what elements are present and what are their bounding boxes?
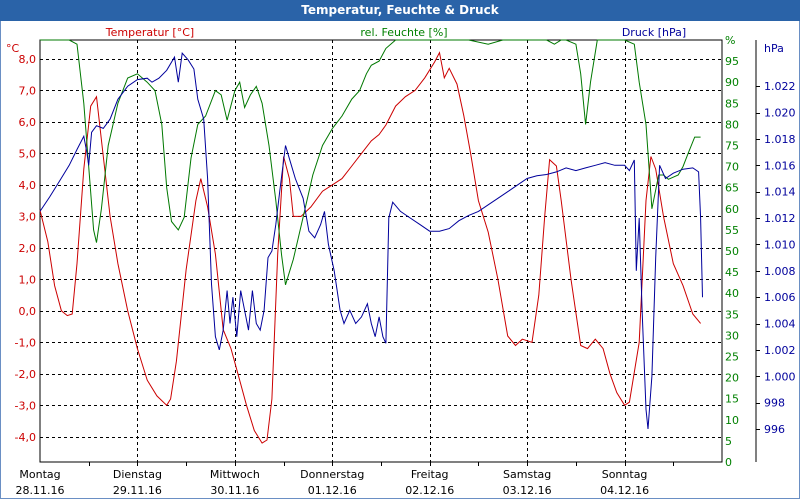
temperature-tick-label: 8,0: [19, 53, 37, 66]
temperature-tick-label: -1,0: [15, 336, 36, 349]
pressure-tick-label: 1.010: [764, 238, 796, 251]
humidity-tick-label: 0: [725, 456, 732, 469]
series-line-temperature: [39, 51, 701, 444]
temperature-axis-ticks: 8,0 7,0 6,0 5,0 4,0 3,0 2,0 1,0 0,0 -1,0 -2,0 -3,0 -…: [15, 53, 36, 444]
temperature-tick-label: -4,0: [15, 431, 36, 444]
humidity-tick-label: 65: [725, 182, 739, 195]
pressure-tick-label: 1.004: [764, 318, 796, 331]
pressure-header: Druck [hPa]: [622, 26, 686, 39]
humidity-tick-label: 60: [725, 203, 739, 216]
pressure-tick-label: 1.002: [764, 344, 796, 357]
pressure-tick-label: 1.014: [764, 186, 796, 199]
pressure-tick-label: 1.000: [764, 370, 796, 383]
pressure-tick-label: 998: [764, 397, 785, 410]
x-date-label: 04.12.16: [600, 484, 649, 497]
pressure-unit-label: hPa: [764, 42, 784, 55]
x-date-label: 02.12.16: [405, 484, 454, 497]
humidity-tick-label: 90: [725, 76, 739, 89]
x-day-label: Sonntag: [602, 468, 648, 481]
x-day-label: Montag: [19, 468, 60, 481]
x-date-label: 01.12.16: [308, 484, 357, 497]
humidity-tick-label: 45: [725, 266, 739, 279]
x-date-label: 30.11.16: [210, 484, 259, 497]
temperature-tick-label: -2,0: [15, 368, 36, 381]
pressure-tick-label: 1.008: [764, 265, 796, 278]
chart-title: Temperatur, Feuchte & Druck: [0, 0, 800, 21]
humidity-tick-label: 30: [725, 329, 739, 342]
temperature-tick-label: 2,0: [19, 242, 37, 255]
series-line-pressure: [39, 52, 703, 430]
pressure-tick-label: 1.022: [764, 80, 796, 93]
plot-area: [39, 39, 723, 463]
humidity-tick-label: 25: [725, 351, 739, 364]
temperature-tick-label: -3,0: [15, 399, 36, 412]
humidity-tick-label: %: [725, 34, 735, 47]
x-day-label: Dienstag: [113, 468, 162, 481]
humidity-tick-label: 35: [725, 308, 739, 321]
humidity-tick-label: 15: [725, 393, 739, 406]
pressure-tick-label: 1.016: [764, 159, 796, 172]
x-day-label: Mittwoch: [210, 468, 260, 481]
x-date-label: 28.11.16: [16, 484, 65, 497]
x-date-label: 29.11.16: [113, 484, 162, 497]
humidity-tick-label: 10: [725, 414, 739, 427]
pressure-tick-label: 1.012: [764, 212, 796, 225]
humidity-tick-label: 40: [725, 287, 739, 300]
temperature-tick-label: 5,0: [19, 147, 37, 160]
x-day-label: Donnerstag: [300, 468, 364, 481]
humidity-tick-label: 5: [725, 435, 732, 448]
series-line-humidity: [40, 39, 701, 285]
x-date-label: 03.12.16: [503, 484, 552, 497]
x-day-label: Samstag: [503, 468, 551, 481]
temperature-tick-label: 7,0: [19, 84, 37, 97]
x-axis-labels: Montag 28.11.16 Dienstag 29.11.16 Mittwoch 30…: [16, 468, 650, 497]
humidity-header: rel. Feuchte [%]: [360, 26, 447, 39]
pressure-tick-label: 996: [764, 423, 785, 436]
series-lines: [39, 39, 703, 444]
temperature-unit-label: °C: [6, 42, 20, 55]
x-day-label: Freitag: [411, 468, 449, 481]
temperature-tick-label: 4,0: [19, 179, 37, 192]
humidity-tick-label: 95: [725, 55, 739, 68]
pressure-tick-label: 1.018: [764, 133, 796, 146]
humidity-tick-label: 50: [725, 245, 739, 258]
humidity-tick-label: 55: [725, 224, 739, 237]
pressure-tick-label: 1.006: [764, 291, 796, 304]
temperature-header: Temperatur [°C]: [105, 26, 194, 39]
humidity-tick-label: 70: [725, 161, 739, 174]
grid-lines: [40, 40, 722, 466]
temperature-tick-label: 1,0: [19, 273, 37, 286]
pressure-axis-ticks: 1.022 1.020 1.018 1.016 1.014 1.012 1.010 1.008…: [756, 80, 796, 436]
humidity-tick-label: 80: [725, 118, 739, 131]
pressure-tick-label: 1.020: [764, 107, 796, 120]
humidity-tick-label: 20: [725, 372, 739, 385]
temperature-tick-label: 6,0: [19, 116, 37, 129]
humidity-tick-label: 85: [725, 97, 739, 110]
temperature-tick-label: 0,0: [19, 305, 37, 318]
temperature-tick-label: 3,0: [19, 210, 37, 223]
humidity-tick-label: 75: [725, 140, 739, 153]
